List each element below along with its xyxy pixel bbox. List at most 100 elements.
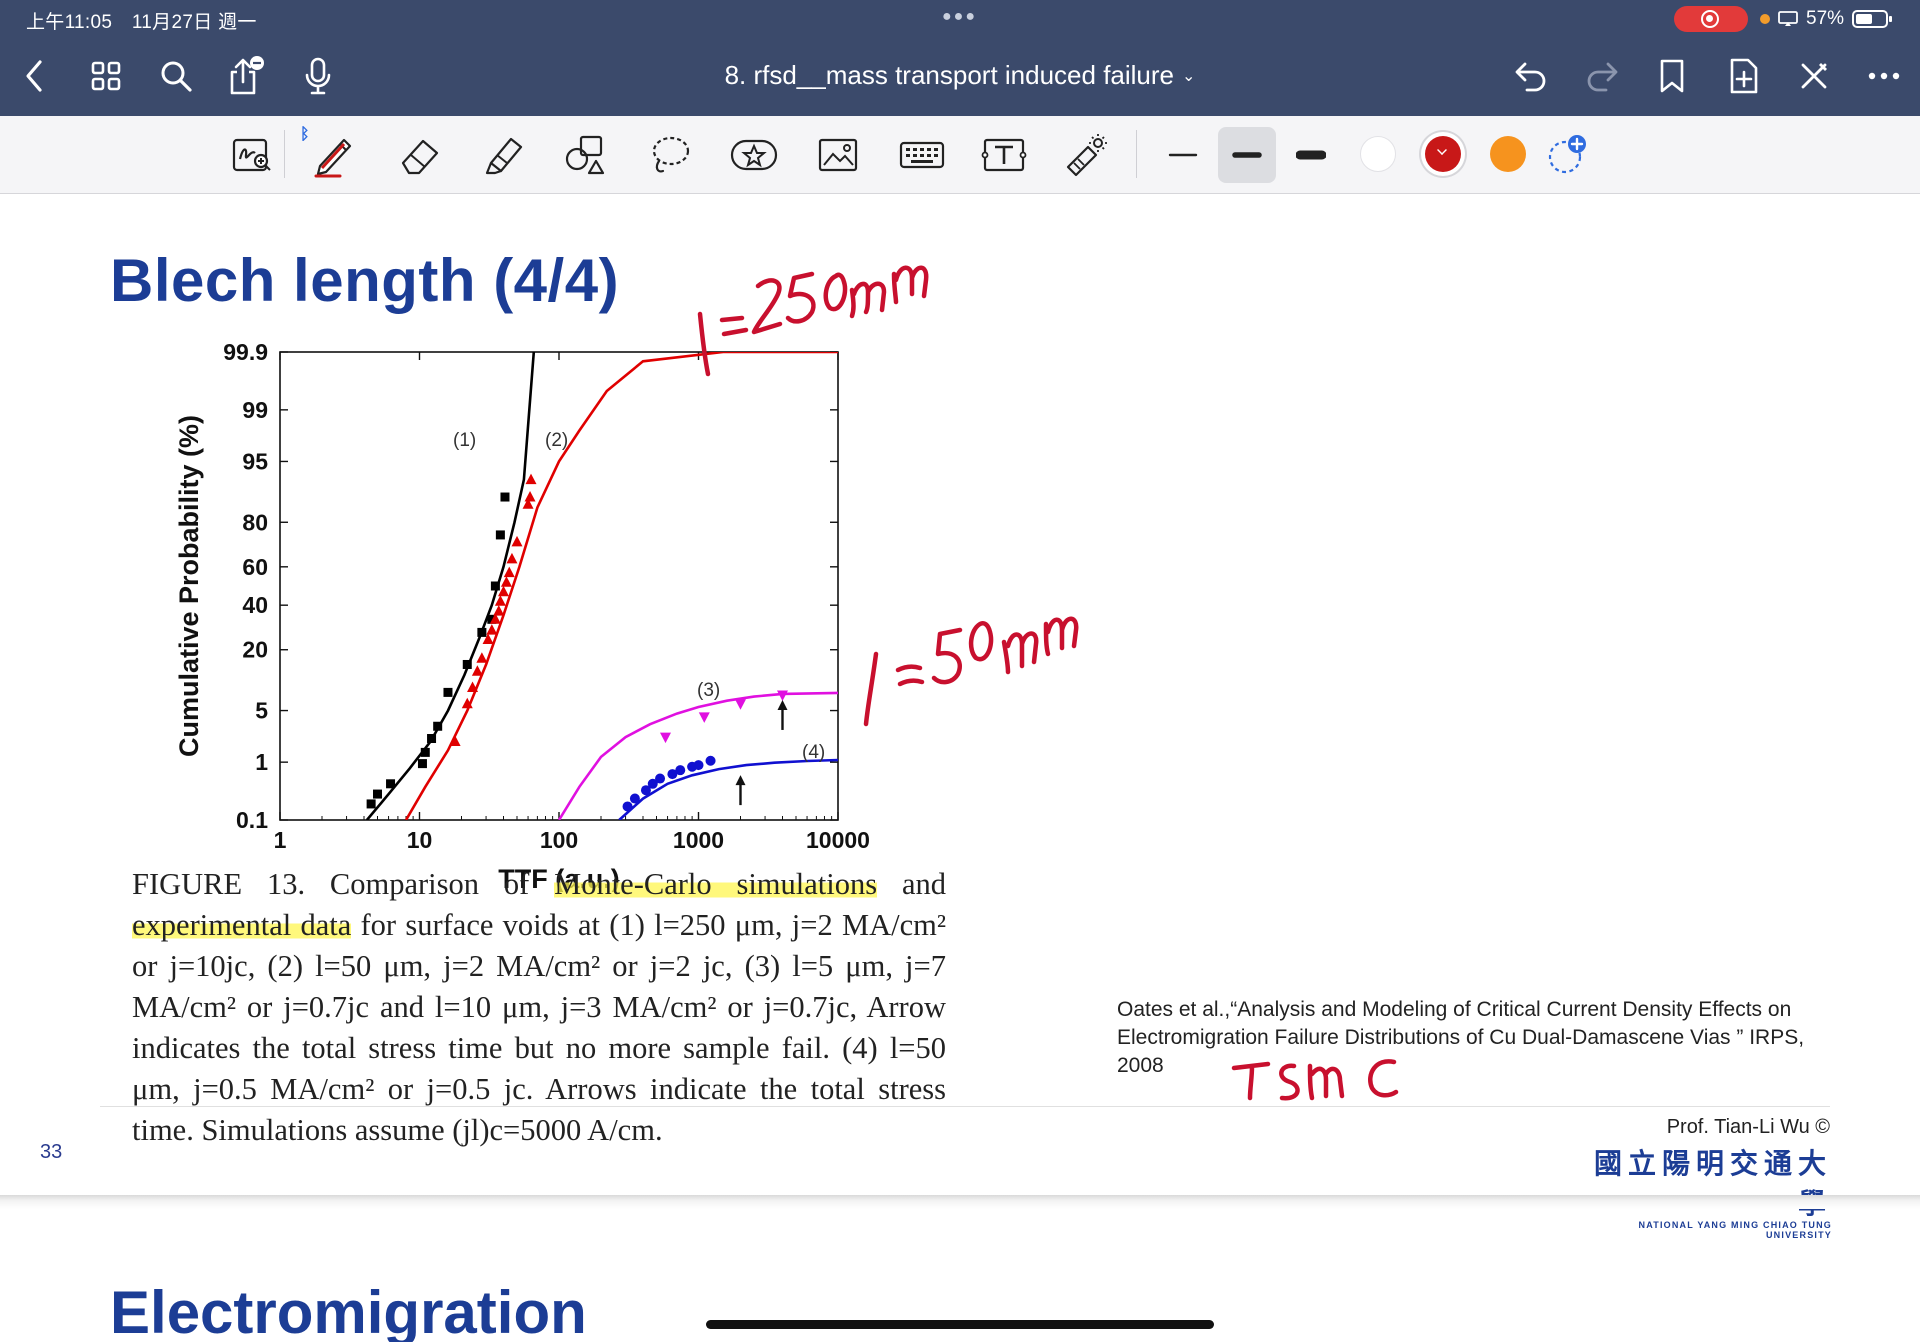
data-point-triangle <box>461 697 473 709</box>
add-page-button[interactable] <box>1722 54 1766 98</box>
data-point-triangle <box>449 735 461 747</box>
data-point-circle <box>655 773 666 784</box>
data-point-square <box>495 530 505 540</box>
share-button[interactable] <box>224 54 268 98</box>
series-label: (4) <box>802 742 825 763</box>
eraser-tool[interactable] <box>394 130 446 180</box>
university-name-en: NATIONAL YANG MING CHIAO TUNG UNIVERSITY <box>1638 1220 1832 1240</box>
keyboard-icon <box>899 141 945 169</box>
figure-caption: FIGURE 13. Comparison of Monte-Carlo sim… <box>132 864 946 1151</box>
audio-recording-button[interactable] <box>296 54 340 98</box>
laser-pointer-tool[interactable] <box>1060 130 1112 180</box>
data-point-triangle <box>486 624 498 635</box>
screen-mirroring-icon <box>1778 11 1798 26</box>
data-point-triangle <box>482 633 494 644</box>
data-point-square <box>417 759 427 769</box>
more-button[interactable] <box>1862 54 1906 98</box>
highlighted-text: experimental data <box>132 908 352 942</box>
status-bar-left: 上午11:05 11月27日 週一 <box>26 7 271 34</box>
data-point-square <box>427 734 437 744</box>
status-time: 上午11:05 <box>26 12 113 33</box>
data-point-triangle <box>525 473 537 485</box>
y-axis-label: Cumulative Probability (%) <box>174 415 204 757</box>
stroke-thick-button[interactable] <box>1285 130 1337 180</box>
screen-recording-indicator[interactable] <box>1674 6 1748 32</box>
data-point-square <box>487 614 497 624</box>
data-point-square <box>500 492 510 502</box>
edit-toolbar-button[interactable] <box>1792 54 1836 98</box>
stroke-medium-button[interactable] <box>1218 127 1276 183</box>
mic-in-use-dot-icon <box>1760 14 1770 24</box>
share-icon <box>230 56 264 95</box>
x-tick-label: 1 <box>274 827 287 853</box>
chevron-down-icon: ⌄ <box>1182 68 1196 85</box>
data-point-triangle <box>506 552 518 564</box>
search-button[interactable] <box>154 54 198 98</box>
data-point-circle <box>705 755 716 766</box>
undo-button[interactable] <box>1509 54 1553 98</box>
stroke-medium-icon <box>1232 152 1262 158</box>
add-page-icon <box>1730 58 1758 94</box>
toolbar-divider <box>284 130 285 178</box>
stroke-thin-button[interactable] <box>1157 130 1209 180</box>
document-title-menu[interactable]: 8. rfsd__mass transport induced failure ⌄ <box>560 60 1360 91</box>
data-point-triangle <box>471 665 483 676</box>
bluetooth-pencil-icon: ᛒ <box>300 126 310 143</box>
data-point-circle <box>629 793 640 804</box>
data-point-square <box>462 659 472 669</box>
caption-text: and <box>877 867 946 901</box>
thumbnails-button[interactable] <box>84 54 128 98</box>
bookmark-icon <box>1660 59 1684 93</box>
slide-page[interactable]: Blech length (4/4) 1 10 100 1000 10000 0.1 1 5 2… <box>0 194 1920 1240</box>
redo-icon <box>1587 62 1618 92</box>
undo-icon <box>1515 62 1546 92</box>
highlighter-tool[interactable] <box>478 130 530 180</box>
search-icon <box>161 61 192 92</box>
y-tick-label: 0.1 <box>236 807 268 833</box>
multitasking-handle-icon[interactable]: ●●● <box>942 8 977 25</box>
x-tick-label: 100 <box>540 827 578 853</box>
color-orange-swatch[interactable] <box>1490 136 1526 172</box>
bookmark-button[interactable] <box>1650 54 1694 98</box>
elements-tool[interactable] <box>728 130 780 180</box>
data-point-triangle <box>489 613 501 624</box>
status-bar-right: 57% <box>1760 8 1893 30</box>
pen-tool[interactable] <box>308 130 360 180</box>
document-title: 8. rfsd__mass transport induced failure <box>724 60 1175 90</box>
back-button[interactable] <box>12 54 56 98</box>
pen-cross-icon <box>1801 63 1827 89</box>
y-tick-label: 1 <box>255 749 268 775</box>
data-point-triangle-down <box>659 732 671 744</box>
data-point-triangle-down <box>698 712 710 723</box>
image-tool[interactable] <box>812 130 864 180</box>
home-indicator[interactable] <box>706 1320 1214 1329</box>
y-tick-label: 20 <box>242 637 268 663</box>
data-point-circle <box>693 760 704 771</box>
scanned-text-tool[interactable] <box>896 130 948 180</box>
annotation-toolbar: ᛒ <box>0 116 1920 194</box>
x-tick-label: 1000 <box>673 827 724 853</box>
text-tool[interactable] <box>978 130 1030 180</box>
color-white-swatch[interactable] <box>1360 136 1396 172</box>
toolbar-divider <box>1136 130 1137 178</box>
add-color-button[interactable] <box>1544 132 1590 178</box>
series-label: (2) <box>545 430 568 451</box>
x-tick-label: 10000 <box>806 827 870 853</box>
zoom-window-tool[interactable] <box>226 130 278 180</box>
stress-time-arrow-head <box>777 699 788 710</box>
lasso-tool[interactable] <box>644 130 696 180</box>
color-red-swatch[interactable] <box>1425 136 1461 172</box>
plot-frame <box>279 351 839 821</box>
data-point-square <box>433 721 443 731</box>
simulation-curve-1 <box>404 352 838 820</box>
chevron-left-icon <box>26 60 42 92</box>
battery-level <box>1856 14 1872 24</box>
redo-button[interactable] <box>1580 54 1624 98</box>
data-point-triangle-down <box>734 699 746 710</box>
data-point-triangle <box>476 652 488 663</box>
shapes-icon <box>565 135 605 175</box>
battery-percent: 57% <box>1806 8 1845 29</box>
shapes-tool[interactable] <box>560 130 612 180</box>
data-point-triangle <box>503 566 515 578</box>
data-point-square <box>420 747 430 757</box>
